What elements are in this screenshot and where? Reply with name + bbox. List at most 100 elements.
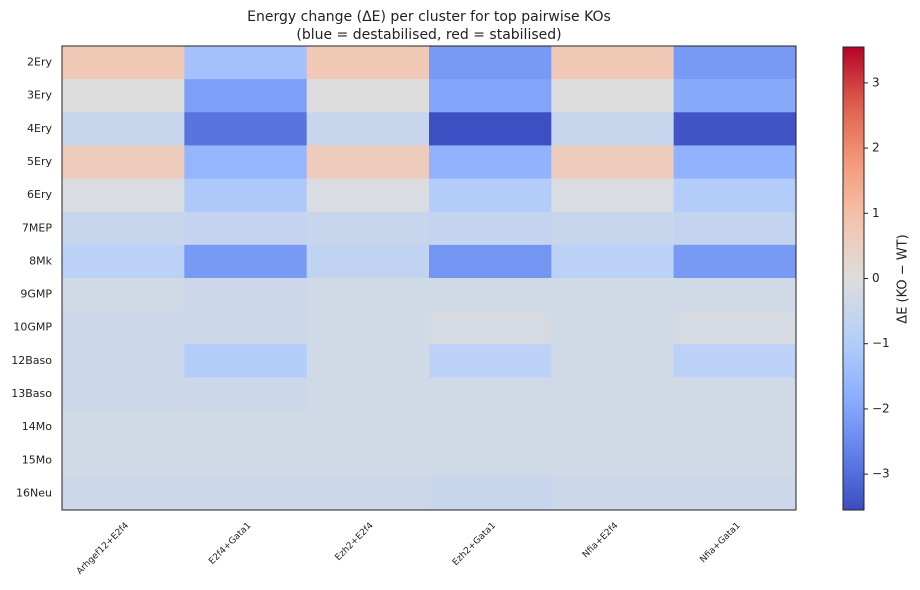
heatmap-cell bbox=[551, 410, 675, 445]
heatmap-cell bbox=[429, 244, 552, 279]
heatmap-cell bbox=[184, 344, 308, 378]
heatmap-cell bbox=[673, 443, 797, 478]
colorbar-tick-label: 2 bbox=[872, 141, 880, 155]
heatmap-cell bbox=[306, 46, 430, 80]
heatmap-cell bbox=[673, 178, 797, 213]
x-tick-label: E2f4+Gata1 bbox=[207, 521, 253, 567]
heatmap-cell bbox=[551, 112, 675, 146]
heatmap-cell bbox=[429, 278, 552, 312]
heatmap-cell bbox=[306, 145, 430, 180]
y-tick-label: 10GMP bbox=[13, 321, 52, 334]
heatmap-cell bbox=[673, 211, 797, 246]
colorbar bbox=[842, 46, 865, 511]
heatmap-cell bbox=[62, 344, 185, 378]
heatmap-cell bbox=[551, 46, 675, 80]
heatmap-cell bbox=[429, 377, 552, 412]
heatmap-cell bbox=[184, 244, 308, 279]
heatmap-cell bbox=[306, 443, 430, 478]
heatmap-cell bbox=[551, 244, 675, 279]
y-tick-label: 8Mk bbox=[29, 254, 52, 267]
heatmap-cell bbox=[429, 112, 552, 146]
heatmap-cell bbox=[62, 112, 185, 146]
heatmap-cell bbox=[184, 112, 308, 146]
y-tick-label: 14Mo bbox=[22, 420, 52, 433]
heatmap-cell bbox=[184, 377, 308, 412]
heatmap-cell bbox=[673, 46, 797, 80]
heatmap-cell bbox=[429, 178, 552, 213]
heatmap-cell bbox=[306, 344, 430, 378]
heatmap-cell bbox=[184, 311, 308, 345]
heatmap-cell bbox=[429, 145, 552, 180]
heatmap-cell bbox=[306, 211, 430, 246]
y-tick-label: 9GMP bbox=[20, 288, 52, 301]
heatmap-cell bbox=[673, 311, 797, 345]
heatmap-cell bbox=[184, 278, 308, 312]
heatmap-cell bbox=[429, 476, 552, 511]
heatmap-cell bbox=[673, 112, 797, 146]
x-tick-label: Ezh2+Gata1 bbox=[451, 521, 498, 568]
heatmap-cell bbox=[62, 410, 185, 445]
heatmap-cell bbox=[551, 377, 675, 412]
heatmap-cell bbox=[184, 46, 308, 80]
heatmap-cell bbox=[306, 178, 430, 213]
heatmap-cell bbox=[673, 410, 797, 445]
heatmap-cell bbox=[551, 476, 675, 511]
colorbar-tick-label: 3 bbox=[872, 75, 880, 89]
heatmap-cell bbox=[429, 79, 552, 113]
heatmap-cell bbox=[306, 278, 430, 312]
heatmap-cell bbox=[62, 443, 185, 478]
y-tick-label: 6Ery bbox=[27, 188, 52, 201]
heatmap-cell bbox=[62, 278, 185, 312]
x-tick-label: Nfia+Gata1 bbox=[698, 521, 742, 565]
heatmap-cell bbox=[551, 145, 675, 180]
heatmap-cell bbox=[184, 476, 308, 511]
heatmap-cell bbox=[62, 178, 185, 213]
heatmap-cell bbox=[551, 79, 675, 113]
heatmap-cell bbox=[429, 443, 552, 478]
heatmap-cell bbox=[551, 278, 675, 312]
y-tick-label: 7MEP bbox=[22, 221, 52, 234]
heatmap-cell bbox=[429, 311, 552, 345]
heatmap-cell bbox=[184, 178, 308, 213]
y-tick-label: 16Neu bbox=[16, 486, 52, 499]
y-tick-label: 2Ery bbox=[27, 56, 52, 69]
heatmap-cell bbox=[306, 112, 430, 146]
x-tick-label: Arhgef12+E2f4 bbox=[75, 521, 131, 577]
heatmap-cell bbox=[184, 443, 308, 478]
heatmap-cell bbox=[62, 46, 185, 80]
heatmap-cell bbox=[62, 476, 185, 511]
heatmap-cell bbox=[551, 443, 675, 478]
heatmap-cell bbox=[673, 244, 797, 279]
heatmap-cell bbox=[62, 377, 185, 412]
heatmap-cell bbox=[306, 244, 430, 279]
heatmap-cell bbox=[184, 211, 308, 246]
heatmap-cell bbox=[673, 377, 797, 412]
chart-subtitle: (blue = destabilised, red = stabilised) bbox=[296, 27, 561, 43]
heatmap-cell bbox=[551, 211, 675, 246]
heatmap-cell bbox=[306, 377, 430, 412]
colorbar-tick-label: −1 bbox=[872, 336, 890, 350]
y-tick-label: 5Ery bbox=[27, 155, 52, 168]
heatmap-cell bbox=[184, 79, 308, 113]
heatmap-cell bbox=[673, 79, 797, 113]
heatmap-cell bbox=[673, 344, 797, 378]
x-tick-label: Nfia+E2f4 bbox=[581, 521, 621, 561]
y-tick-label: 13Baso bbox=[11, 387, 52, 400]
y-tick-label: 4Ery bbox=[27, 122, 52, 135]
heatmap-cell bbox=[429, 211, 552, 246]
plot-frame bbox=[61, 45, 797, 511]
colorbar-tick-label: −3 bbox=[872, 467, 890, 481]
heatmap-cell bbox=[429, 410, 552, 445]
heatmap-cell bbox=[62, 211, 185, 246]
heatmap-cell bbox=[62, 79, 185, 113]
heatmap-cell bbox=[673, 278, 797, 312]
heatmap-cell bbox=[184, 145, 308, 180]
heatmap-cell bbox=[62, 145, 185, 180]
y-tick-label: 3Ery bbox=[27, 89, 52, 102]
heatmap-cell bbox=[306, 311, 430, 345]
x-tick-label: Ezh2+E2f4 bbox=[334, 521, 376, 563]
heatmap-cell bbox=[673, 476, 797, 511]
heatmap-cell bbox=[429, 46, 552, 80]
heatmap-cell bbox=[429, 344, 552, 378]
